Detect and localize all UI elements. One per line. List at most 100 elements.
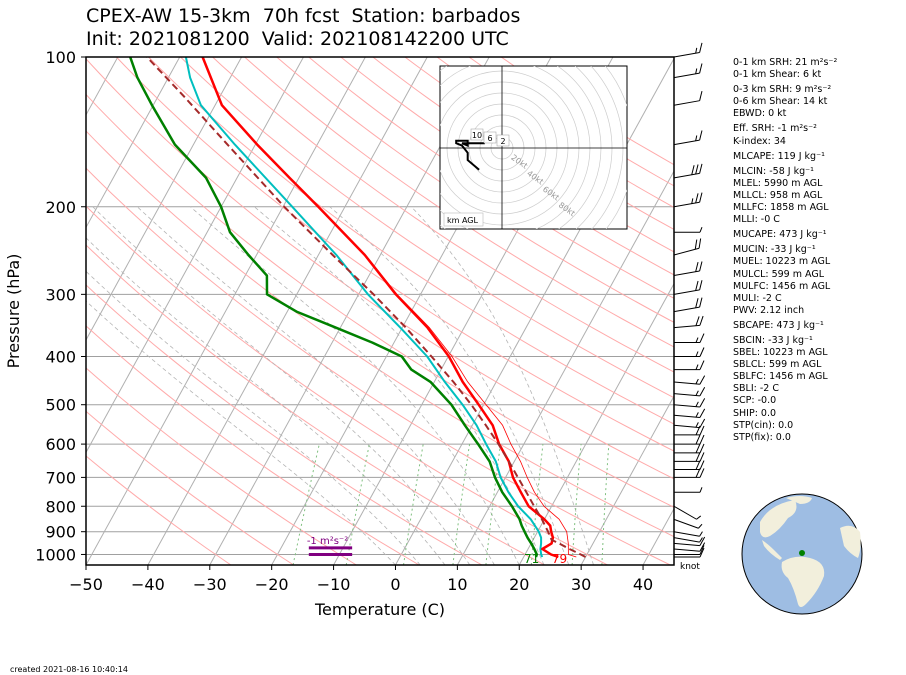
barb-half-flag [691,198,694,204]
barb-half-flag [695,390,699,396]
barb-shaft [673,51,700,58]
hodograph-legend-box [443,212,484,227]
moist-adiabat [86,300,396,565]
barb-shaft [673,505,697,520]
sounding-parameter: SCP: -0.0 [733,395,777,407]
sounding-parameter: SHIP: 0.0 [733,407,777,419]
hodograph-axis-label: km AGL [447,216,479,225]
station-marker [799,550,805,556]
wind-barbs: knot [673,42,706,572]
barb-half-flag [695,337,699,343]
barb-flag [699,408,706,418]
barb-flag [699,547,705,558]
isotherm-line [86,57,366,565]
sounding-parameter: EBWD: 0 kt [733,108,787,120]
wind-barb [673,297,703,313]
surface-label: 79 [552,552,567,566]
wind-barb [673,518,703,529]
y-tick-label: 600 [45,435,76,454]
y-tick-label: 900 [45,523,76,542]
dry-adiabat [86,325,420,565]
barb-flag [699,315,704,326]
barb-half-flag [695,412,699,418]
hodograph-height-box [483,131,497,144]
mixing-ratio-line [601,444,610,565]
barb-flag [699,347,705,357]
barb-flag [699,91,703,101]
hodograph-height-label: 10 [472,131,482,140]
moist-adiabat [86,237,446,565]
dry-adiabat [276,57,674,323]
wind-barb [674,227,703,233]
mixing-ratio-line [571,444,582,565]
sounding-parameter: MUCAPE: 473 J kg⁻¹ [733,229,827,241]
hodograph-height-box [496,134,510,147]
wind-barb [673,418,706,429]
dry-adiabat [148,57,674,425]
y-tick-label: 700 [45,468,76,487]
isotherm-line [395,57,674,565]
barb-shaft [673,424,700,429]
barb-flag [699,468,705,478]
barb-shaft [673,289,700,295]
barb-shaft [673,381,700,385]
barb-half-flag [695,422,699,428]
sounding-parameter: SBLFC: 1456 m AGL [733,371,828,383]
y-tick-label: 200 [45,198,76,217]
chart-subtitle: Init: 2021081200 Valid: 202108142200 UTC [86,28,509,50]
wind-barb [674,443,705,454]
barb-half-flag [699,531,703,537]
sounding-parameter: STP(fix): 0.0 [733,431,791,443]
mixing-ratio-line [530,444,544,565]
barb-flag [695,193,699,204]
wind-barb [673,536,706,547]
barb-flag [699,280,703,290]
wind-barb [673,130,703,146]
sounding-parameter: MUEL: 10223 m AGL [733,256,831,268]
y-tick-label: 300 [45,285,76,304]
central-america-land [762,540,782,560]
wind-barb [673,315,704,329]
barb-shaft [673,72,700,79]
isotherm-line [456,170,674,565]
moist-adiabat [137,206,495,565]
sounding-parameter: MLCIN: -58 J kg⁻¹ [733,165,814,177]
wind-barb [674,333,705,344]
wind-barb [673,42,703,58]
wind-barb [673,408,706,419]
wind-barb [673,375,706,385]
hodograph-height-label: 6 [487,134,492,143]
wind-barb [674,452,705,462]
dry-adiabat [86,93,674,508]
sounding-parameter: MULI: -2 C [733,292,782,304]
barb-half-flag [699,537,703,543]
africa-land [840,525,861,558]
x-tick-label: 20 [509,575,529,594]
chart-title: CPEX-AW 15-3km 70h fcst Station: barbado… [86,5,521,27]
dry-adiabat [86,367,357,565]
barb-unit-label: knot [680,562,700,572]
barb-shaft [673,139,700,146]
barb-flag [699,360,705,370]
barb-shaft [673,172,700,179]
parameter-panel: 0-1 km SRH: 21 m²s⁻² 0-1 km Shear: 6 kt 0-… [733,57,837,444]
barb-flag [695,460,701,470]
hodograph-frame [439,65,628,230]
wind-barb [673,505,702,520]
barb-half-flag [695,364,699,370]
barb-flag [699,434,705,445]
barb-shaft [673,201,700,208]
moist-adiabat [411,206,594,565]
sounding-parameter: MULCL: 599 m AGL [733,268,825,280]
barb-flag [695,316,700,326]
y-tick-label: 800 [45,497,76,516]
x-tick-label: −10 [317,575,351,594]
barb-flag [695,434,701,445]
barb-half-flag [695,351,699,357]
sounding-parameter: 0-1 km SRH: 21 m²s⁻² [733,57,838,68]
barb-half-flag [695,378,699,385]
wind-barb [673,537,703,543]
barb-shaft [673,324,700,329]
x-tick-label: −40 [131,575,165,594]
x-tick-label: 40 [633,575,653,594]
